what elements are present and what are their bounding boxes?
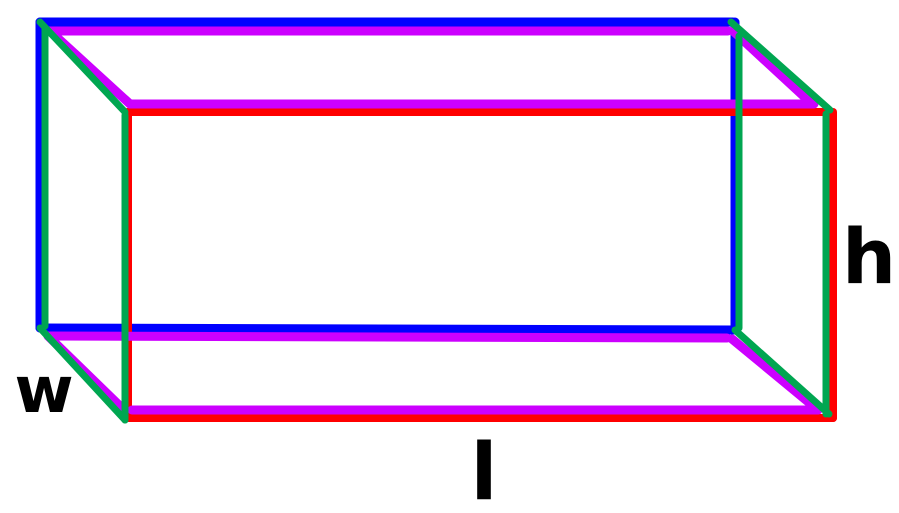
purple-top-right-depth bbox=[733, 31, 812, 104]
vertical-and-depth-edges bbox=[40, 22, 830, 420]
back-face bbox=[40, 22, 735, 330]
green-bottom-right-depth bbox=[735, 330, 829, 414]
green-top-right-depth bbox=[731, 22, 830, 110]
length-label: l bbox=[471, 428, 498, 513]
purple-bottom-back-edge bbox=[48, 336, 727, 338]
horizontal-edges bbox=[48, 31, 818, 410]
height-label: h bbox=[842, 212, 896, 301]
purple-bottom-right-depth bbox=[732, 339, 818, 410]
width-label: w bbox=[14, 354, 73, 428]
front-face bbox=[128, 112, 833, 418]
back-bottom-edge bbox=[40, 328, 735, 330]
